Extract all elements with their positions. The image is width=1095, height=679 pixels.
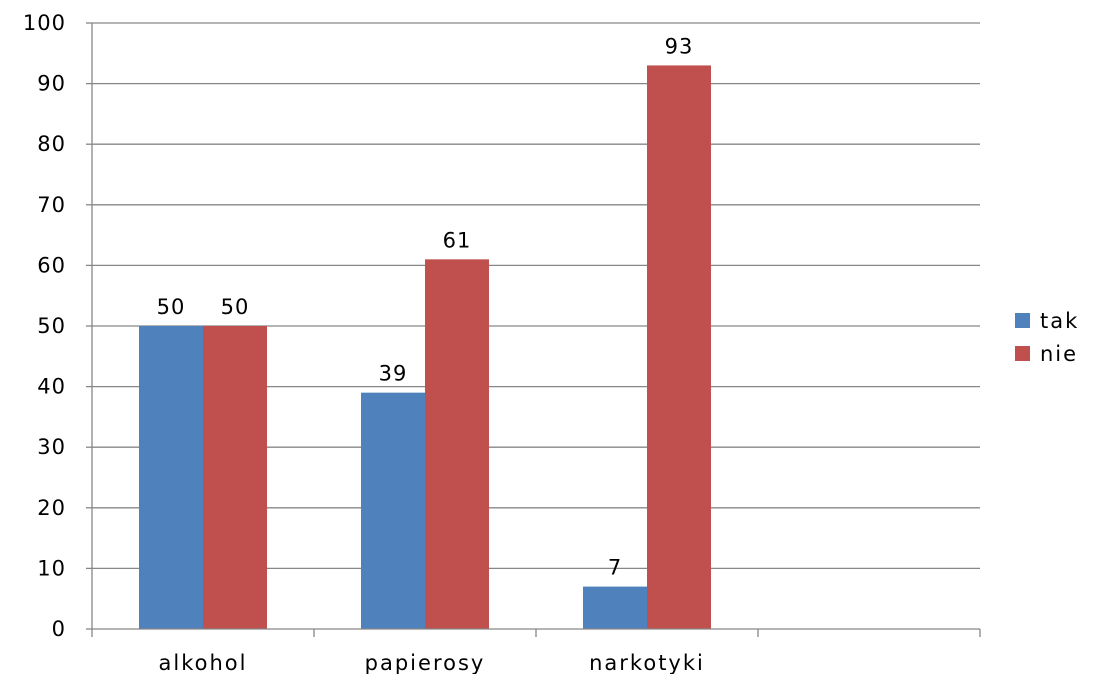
bar-nie-alkohol xyxy=(203,326,267,629)
x-tick-label: narkotyki xyxy=(589,651,705,674)
legend-swatch-tak xyxy=(1015,313,1030,328)
data-label: 39 xyxy=(379,362,408,386)
y-tick-label: 100 xyxy=(23,11,66,35)
legend-label-nie: nie xyxy=(1040,342,1078,366)
y-tick-label: 60 xyxy=(37,253,66,277)
x-tick-label: alkohol xyxy=(159,651,248,674)
y-tick-label: 20 xyxy=(37,496,66,520)
axes: 0 10 20 30 40 50 60 70 80 90 100 alkohol papierosy na… xyxy=(23,11,981,675)
y-tick-label: 30 xyxy=(37,435,66,459)
legend-swatch-nie xyxy=(1015,346,1030,361)
bar-tak-papierosy xyxy=(361,392,425,629)
y-tick-label: 90 xyxy=(37,72,66,96)
data-label: 7 xyxy=(608,556,622,580)
y-tick-label: 50 xyxy=(37,314,66,338)
y-tick-label: 80 xyxy=(37,132,66,156)
data-labels: 50 39 7 50 61 93 xyxy=(157,34,694,580)
bars xyxy=(139,65,711,630)
y-tick-label: 10 xyxy=(37,556,66,580)
data-label: 50 xyxy=(157,295,186,319)
bar-tak-narkotyki xyxy=(583,586,647,629)
x-tick-label: papierosy xyxy=(365,651,486,674)
legend: tak nie xyxy=(1015,309,1079,366)
data-label: 50 xyxy=(221,295,250,319)
y-tick-label: 70 xyxy=(37,193,66,217)
bar-tak-alkohol xyxy=(139,326,203,629)
bar-nie-papierosy xyxy=(425,259,489,629)
y-tick-label: 0 xyxy=(52,617,66,641)
data-label: 93 xyxy=(665,34,694,58)
y-tick-label: 40 xyxy=(37,375,66,399)
legend-label-tak: tak xyxy=(1040,309,1079,333)
data-label: 61 xyxy=(443,228,472,252)
bar-nie-narkotyki xyxy=(647,65,711,630)
